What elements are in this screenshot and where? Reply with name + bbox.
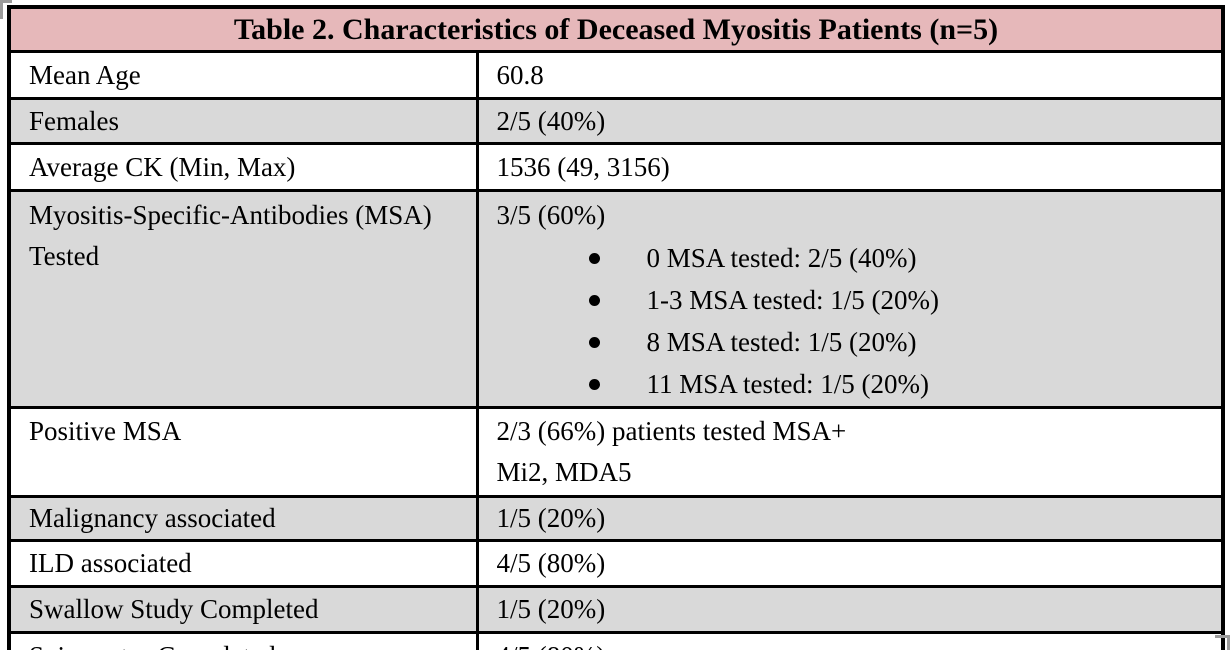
- positive-msa-line2: Mi2, MDA5: [496, 457, 632, 487]
- row-label: Malignancy associated: [7, 495, 479, 542]
- characteristics-table: Table 2. Characteristics of Deceased Myo…: [7, 5, 1225, 650]
- positive-msa-line1: 2/3 (66%) patients tested MSA+: [496, 416, 847, 446]
- table-row: Average CK (Min, Max) 1536 (49, 3156): [7, 142, 1225, 192]
- row-label: ILD associated: [7, 539, 479, 588]
- table-row: Swallow Study Completed 1/5 (20%): [7, 585, 1225, 634]
- bullet-item: 8 MSA tested: 1/5 (20%): [497, 321, 1221, 363]
- table-row: Mean Age 60.8: [7, 50, 1225, 100]
- row-label: Spirometry Completed: [7, 631, 479, 650]
- bullet-item: 11 MSA tested: 1/5 (20%): [497, 363, 1221, 405]
- row-label: Mean Age: [7, 50, 479, 100]
- row-value: 4/5 (80%): [475, 539, 1225, 588]
- crop-corner-top-left-mark: [0, 0, 12, 19]
- row-value: 2/5 (40%): [475, 97, 1225, 145]
- row-value: 2/3 (66%) patients tested MSA+ Mi2, MDA5: [475, 406, 1225, 498]
- row-value: 1536 (49, 3156): [475, 142, 1225, 192]
- row-label: Average CK (Min, Max): [7, 142, 479, 192]
- row-label: Swallow Study Completed: [7, 585, 479, 634]
- table-title: Table 2. Characteristics of Deceased Myo…: [7, 5, 1225, 53]
- msa-tested-summary: 3/5 (60%): [496, 200, 606, 230]
- msa-tested-bullet-list: 0 MSA tested: 2/5 (40%) 1-3 MSA tested: …: [497, 237, 1221, 405]
- table-row: Spirometry Completed 4/5 (80%): [7, 631, 1225, 650]
- table-row: ILD associated 4/5 (80%): [7, 539, 1225, 588]
- table-row: Females 2/5 (40%): [7, 97, 1225, 145]
- row-value: 1/5 (20%): [475, 495, 1225, 542]
- bullet-item: 0 MSA tested: 2/5 (40%): [497, 237, 1221, 279]
- table-header-row: Table 2. Characteristics of Deceased Myo…: [7, 5, 1225, 53]
- row-value: 1/5 (20%): [475, 585, 1225, 634]
- table-row-msa-tested: Myositis-Specific-Antibodies (MSA) Teste…: [7, 189, 1225, 409]
- row-label: Positive MSA: [7, 406, 479, 498]
- crop-corner-bottom-right-mark: [1215, 635, 1230, 650]
- row-value: 4/5 (80%): [475, 631, 1225, 650]
- row-value: 3/5 (60%) 0 MSA tested: 2/5 (40%) 1-3 MS…: [475, 189, 1225, 409]
- table-row-positive-msa: Positive MSA 2/3 (66%) patients tested M…: [7, 406, 1225, 498]
- row-label: Females: [7, 97, 479, 145]
- row-label: Myositis-Specific-Antibodies (MSA) Teste…: [7, 189, 479, 409]
- table-row: Malignancy associated 1/5 (20%): [7, 495, 1225, 542]
- row-value: 60.8: [475, 50, 1225, 100]
- bullet-item: 1-3 MSA tested: 1/5 (20%): [497, 279, 1221, 321]
